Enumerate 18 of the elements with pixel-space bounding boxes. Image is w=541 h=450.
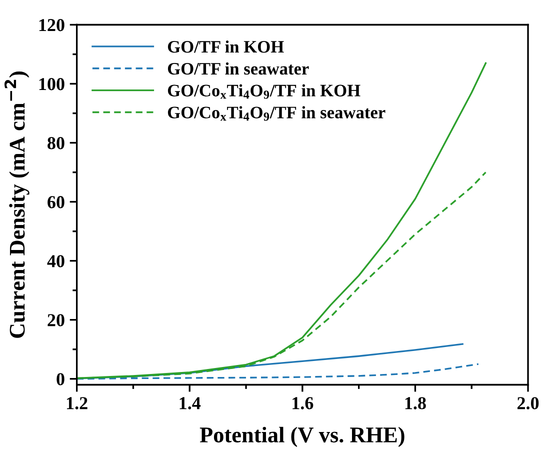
y-tick-label: 60 — [48, 196, 64, 208]
legend-label: GO/TF in seawater — [168, 62, 309, 75]
y-tick-label: 120 — [39, 19, 64, 32]
y-tick-label: 40 — [47, 255, 64, 268]
x-axis-title: Potential (V vs. RHE) — [200, 426, 404, 447]
x-tick-label: 1.8 — [405, 397, 426, 410]
x-tick-label: 1.6 — [292, 397, 314, 410]
y-axis-title: Current Density (mA cm$^{−2}$) — [4, 72, 30, 338]
legend-label: GO/Co$_{x}$Ti$_{4}$O$_{9}$/TF in seawater — [168, 106, 386, 121]
y-tick-label: 20 — [48, 314, 64, 326]
x-tick-label: 1.2 — [66, 397, 88, 410]
x-tick-label: 2.0 — [517, 397, 539, 410]
legend-label: GO/TF in KOH — [168, 40, 284, 53]
y-tick-label: 100 — [39, 78, 64, 90]
y-tick-label: 80 — [48, 137, 64, 150]
y-tick-label: 0 — [56, 373, 64, 386]
x-tick-label: 1.4 — [180, 397, 201, 410]
legend-label: GO/Co$_{x}$Ti$_{4}$O$_{9}$/TF in KOH — [168, 84, 360, 99]
